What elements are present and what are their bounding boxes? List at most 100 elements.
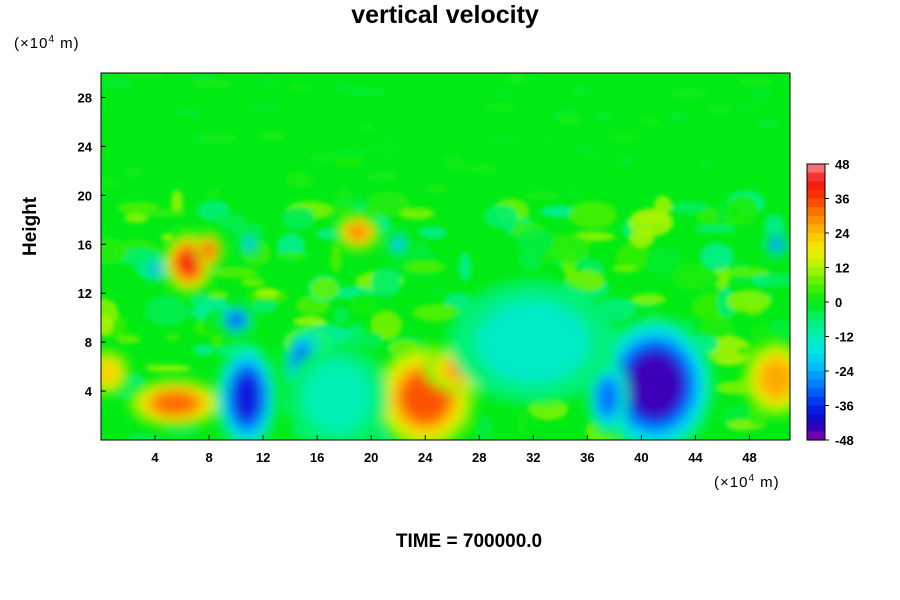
texture-blob bbox=[359, 121, 375, 132]
y-tick-label: 20 bbox=[78, 188, 92, 203]
texture-blob bbox=[293, 316, 326, 327]
y-tick-label: 8 bbox=[85, 335, 92, 350]
texture-blob bbox=[122, 167, 143, 178]
feature-contour bbox=[476, 300, 591, 384]
texture-blob bbox=[484, 102, 516, 112]
texture-blob bbox=[213, 266, 259, 279]
texture-blob bbox=[418, 226, 446, 238]
texture-blob bbox=[207, 290, 229, 299]
texture-blob bbox=[653, 195, 672, 216]
colorbar-swatch bbox=[807, 319, 825, 329]
feature-contour bbox=[101, 360, 120, 385]
feature-contour bbox=[150, 263, 160, 274]
colorbar-tick-label: -36 bbox=[835, 399, 854, 414]
texture-blob bbox=[165, 333, 179, 342]
texture-blob bbox=[441, 154, 463, 165]
texture-blob bbox=[257, 131, 285, 141]
colorbar-swatch bbox=[807, 207, 825, 217]
texture-blob bbox=[334, 156, 363, 167]
colorbar-swatch bbox=[807, 284, 825, 294]
texture-blob bbox=[130, 350, 157, 366]
colorbar-swatch bbox=[807, 353, 825, 363]
texture-blob bbox=[475, 415, 494, 440]
texture-blob bbox=[442, 163, 481, 174]
texture-blob bbox=[101, 177, 123, 188]
texture-blob bbox=[101, 237, 128, 265]
colorbar-swatch bbox=[807, 293, 825, 303]
colorbar-swatch bbox=[807, 327, 825, 338]
x-axis-units: (×104 m) bbox=[714, 473, 780, 491]
colorbar-swatch bbox=[807, 336, 825, 346]
x-tick-label: 8 bbox=[205, 450, 212, 465]
colorbar-swatch bbox=[807, 310, 825, 320]
texture-blob bbox=[365, 171, 399, 182]
texture-blob bbox=[145, 364, 192, 373]
colorbar-swatch bbox=[807, 224, 825, 234]
texture-blob bbox=[736, 75, 773, 86]
texture-blob bbox=[631, 293, 666, 305]
texture-blob bbox=[473, 163, 498, 174]
texture-blob bbox=[595, 111, 612, 122]
texture-blob bbox=[700, 318, 735, 339]
texture-blob bbox=[370, 267, 402, 297]
texture-blob bbox=[672, 262, 715, 291]
colorbar-tick-label: 48 bbox=[835, 157, 849, 172]
x-tick-label: 24 bbox=[418, 450, 433, 465]
velocity-features bbox=[101, 213, 790, 440]
texture-blob bbox=[749, 321, 773, 345]
texture-blob bbox=[726, 289, 772, 313]
texture-blob bbox=[507, 73, 525, 83]
texture-blob bbox=[177, 107, 199, 118]
colorbar-swatch bbox=[807, 267, 825, 277]
colorbar-tick-label: 0 bbox=[835, 295, 842, 310]
chart-title: vertical velocity bbox=[351, 1, 539, 29]
texture-blob bbox=[572, 84, 591, 95]
texture-blob bbox=[260, 77, 277, 88]
texture-blob bbox=[365, 139, 406, 150]
feature-contour bbox=[597, 378, 618, 416]
texture-blob bbox=[551, 130, 567, 140]
texture-blob bbox=[737, 102, 764, 113]
texture-blob bbox=[309, 276, 340, 300]
x-tick-label: 32 bbox=[526, 450, 540, 465]
colorbar-swatch bbox=[807, 276, 825, 286]
x-tick-label: 4 bbox=[151, 450, 159, 465]
colorbar-swatch bbox=[807, 250, 825, 260]
texture-blob bbox=[330, 243, 342, 273]
texture-blob bbox=[429, 283, 452, 298]
feature-contour bbox=[303, 361, 372, 434]
time-label: TIME = 700000.0 bbox=[395, 531, 543, 552]
texture-blob bbox=[425, 184, 447, 195]
colorbar-tick-label: 24 bbox=[835, 226, 850, 241]
x-axis-ticks: 4 8 12 16 20 24 28 32 36 40 44 48 bbox=[151, 435, 757, 465]
texture-blob bbox=[548, 233, 591, 265]
y-axis-ticks: 4 8 12 16 20 24 28 bbox=[78, 90, 106, 399]
feature-contour bbox=[152, 391, 199, 416]
colorbar-swatch bbox=[807, 189, 825, 200]
texture-blob bbox=[392, 105, 408, 115]
texture-blob bbox=[486, 135, 522, 146]
colorbar-swatch bbox=[807, 414, 825, 424]
texture-blob bbox=[309, 152, 337, 163]
texture-blob bbox=[568, 201, 617, 229]
texture-blob bbox=[559, 73, 592, 79]
colorbar-swatch bbox=[807, 233, 825, 243]
texture-blob bbox=[524, 190, 560, 201]
texture-blob bbox=[699, 159, 715, 170]
colorbar-tick-label: -48 bbox=[835, 433, 854, 448]
texture-blob bbox=[255, 288, 280, 299]
colorbar-swatch bbox=[807, 198, 825, 208]
colorbar-swatch bbox=[807, 241, 825, 251]
texture-blob bbox=[484, 204, 518, 229]
texture-blob bbox=[491, 87, 511, 98]
texture-blob bbox=[200, 133, 239, 144]
texture-blob bbox=[700, 242, 734, 271]
texture-blob bbox=[126, 433, 164, 440]
texture-blob bbox=[388, 127, 425, 137]
colorbar-swatch bbox=[807, 215, 825, 225]
texture-blob bbox=[728, 208, 741, 219]
texture-blob bbox=[286, 172, 310, 182]
texture-blob bbox=[206, 188, 221, 199]
y-tick-label: 4 bbox=[85, 384, 93, 399]
y-tick-label: 28 bbox=[78, 90, 92, 105]
